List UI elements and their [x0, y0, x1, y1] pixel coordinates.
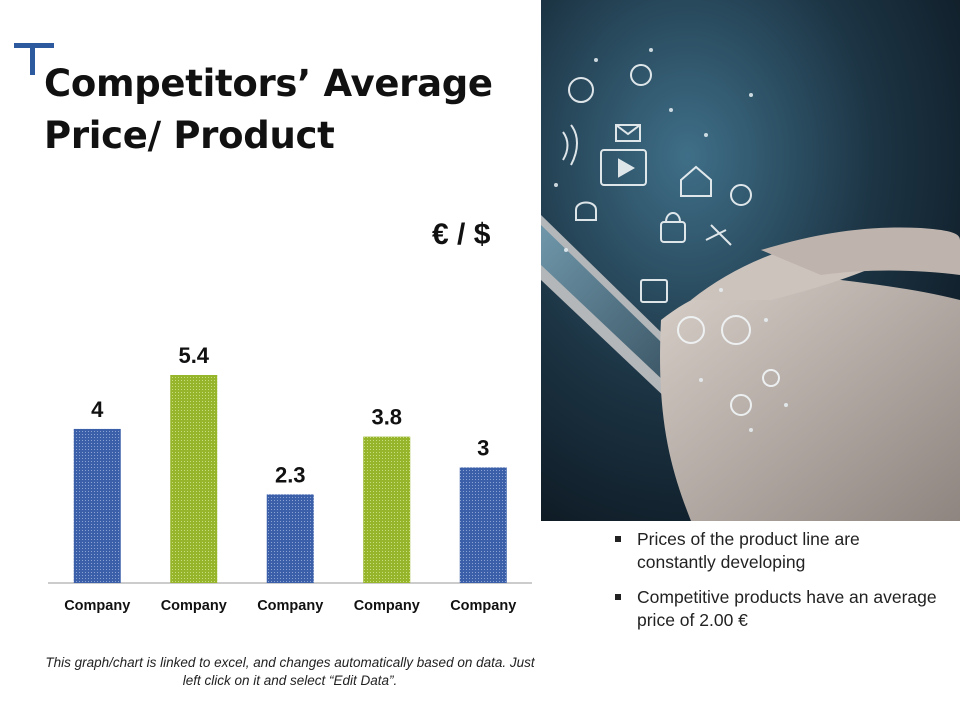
bullet-item: Competitive products have an average pri…: [611, 586, 941, 632]
bar-value-label: 2.3: [275, 462, 306, 487]
footnote: This graph/chart is linked to excel, and…: [45, 655, 535, 688]
bar-5: [459, 467, 507, 583]
bar-value-label: 4: [91, 397, 104, 422]
bar-3: [266, 494, 314, 583]
bullet-list: Prices of the product line are constantl…: [611, 528, 941, 644]
category-label: Company: [64, 598, 130, 614]
logo-icon: [14, 43, 54, 75]
category-label: Company: [257, 598, 323, 614]
bar-1: [73, 428, 121, 583]
bar-chart: 4 Company 5.4 Company 2.3 Company 3.8 Company 3 C…: [48, 343, 532, 614]
unit-label: € / $: [432, 218, 491, 251]
bar-value-label: 3.8: [371, 405, 402, 430]
tablet-photo: [541, 0, 960, 521]
page-title: Competitors’ Average Price/ Product: [44, 62, 493, 157]
bullet-item: Prices of the product line are constantl…: [611, 528, 941, 574]
category-label: Company: [354, 598, 420, 614]
bar-2: [170, 375, 218, 583]
bar-value-label: 3: [477, 435, 489, 460]
category-label: Company: [450, 598, 516, 614]
category-label: Company: [161, 598, 227, 614]
bar-value-label: 5.4: [178, 343, 209, 368]
bar-4: [363, 436, 411, 583]
